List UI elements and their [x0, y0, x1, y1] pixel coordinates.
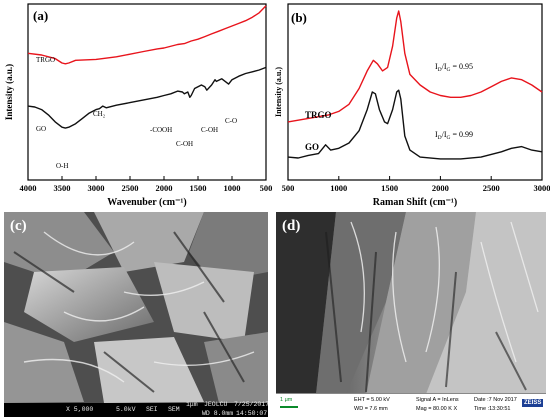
- raman-ratio-trgo: ID/IG = 0.95: [435, 62, 473, 73]
- ftir-annotation-coh1: C-OH: [176, 140, 193, 148]
- raman-line-go: [287, 89, 543, 160]
- sem-c-signal: SEI: [146, 406, 158, 413]
- sem-d-scale: 1 μm: [280, 397, 293, 403]
- ftir-tick-label-4: 2000: [156, 183, 173, 193]
- raman-series: [287, 10, 543, 160]
- raman-tick-label-0: 500: [282, 183, 295, 193]
- ftir-tick-label-3: 2500: [122, 183, 139, 193]
- sem-d-mag: Mag = 80.00 K X: [416, 406, 458, 412]
- ftir-tick-label-6: 1000: [224, 183, 241, 193]
- raman-panel-label: (b): [291, 10, 307, 25]
- raman-tick-label-3: 2000: [432, 183, 449, 193]
- ftir-series-label-go: GO: [36, 125, 46, 133]
- zeiss-logo: ZEISS: [522, 399, 544, 407]
- sem-image-c: (c) X 5,000 5.0kV SEI SEM 1μm JEOLCU WD …: [4, 212, 268, 417]
- sem-d-infobar: 1 μm EHT = 5.00 kV WD = 7.6 mm Signal A …: [276, 393, 546, 417]
- ftir-annotation-ch2: CH₂: [93, 110, 106, 118]
- sem-d-signal: Signal A = InLens: [416, 397, 459, 403]
- raman-tick-label-4: 2500: [483, 183, 500, 193]
- ftir-tick-label-7: 500: [260, 183, 273, 193]
- raman-tick-label-2: 1500: [381, 183, 398, 193]
- sem-c-wd: WD 8.0mm: [202, 410, 234, 417]
- sem-d-scalebar: [280, 406, 298, 408]
- ftir-annotation-co: C-O: [225, 117, 237, 125]
- raman-ratio-go: ID/IG = 0.99: [435, 130, 473, 141]
- raman-tick-label-5: 3000: [534, 183, 550, 193]
- sem-c-date: 7/25/2017: [234, 401, 268, 408]
- raman-x-ticks: 500 1000 1500 2000 2500 3000: [282, 176, 550, 193]
- sem-c-infobar: X 5,000 5.0kV SEI SEM 1μm JEOLCU WD 8.0m…: [4, 401, 268, 417]
- raman-series-label-go: GO: [305, 142, 319, 152]
- sem-texture-c: [4, 212, 268, 417]
- ftir-annotation-cooh: -COOH: [150, 126, 172, 134]
- ftir-series: [27, 5, 267, 129]
- ftir-ylabel: Intensity (a.u.): [4, 64, 14, 120]
- sem-c-mode: SEM: [168, 406, 180, 413]
- raman-series-label-trgo: TRGO: [305, 110, 332, 120]
- ftir-tick-label-5: 1500: [190, 183, 207, 193]
- ftir-chart: (a) 4000 3500 3000 2500 2000 1500 1000 500 Inte…: [4, 3, 273, 208]
- ftir-xlabel: Wavenuber (cm⁻¹): [107, 197, 186, 208]
- sem-d-time: Time :13:30:51: [474, 406, 511, 412]
- raman-xlabel: Raman Shift (cm⁻¹): [373, 197, 457, 208]
- sem-c-panel-label: (c): [10, 218, 27, 234]
- sem-c-voltage: 5.0kV: [116, 406, 136, 413]
- sem-image-d: (d) 1 μm EHT = 5.00 kV WD = 7.6 mm Signa…: [276, 212, 546, 417]
- raman-ylabel: Intensity (a.u.): [275, 67, 283, 117]
- ftir-panel-label: (a): [33, 8, 48, 23]
- ftir-line-go: [27, 66, 267, 129]
- sem-d-eht: EHT = 5.00 kV: [354, 397, 390, 403]
- ftir-line-trgo: [27, 5, 267, 65]
- raman-chart: (b) 500 1000 1500 2000 2500 3000 Intensity (a…: [275, 3, 550, 208]
- ftir-tick-label-0: 4000: [20, 183, 37, 193]
- ftir-annotation-oh: O-H: [56, 162, 68, 170]
- sem-c-scale: 1μm: [186, 401, 198, 408]
- ftir-x-ticks: 4000 3500 3000 2500 2000 1500 1000 500: [20, 176, 273, 193]
- sem-c-lab: JEOLCU: [204, 401, 228, 408]
- raman-tick-label-1: 1000: [330, 183, 347, 193]
- sem-d-date: Date :7 Nov 2017: [474, 397, 517, 403]
- ftir-tick-label-2: 3000: [88, 183, 105, 193]
- sem-c-mag: X 5,000: [66, 406, 94, 413]
- sem-texture-d: [276, 212, 546, 417]
- sem-d-panel-label: (d): [282, 218, 301, 234]
- ftir-annotation-coh2: C-OH: [201, 126, 218, 134]
- sem-d-wd: WD = 7.6 mm: [354, 406, 388, 412]
- sem-c-time: 14:50:07: [236, 410, 268, 417]
- ftir-plot-frame: [27, 3, 267, 181]
- ftir-series-label-trgo: TRGO: [36, 56, 55, 64]
- ftir-tick-label-1: 3500: [54, 183, 71, 193]
- raman-line-trgo: [287, 10, 543, 123]
